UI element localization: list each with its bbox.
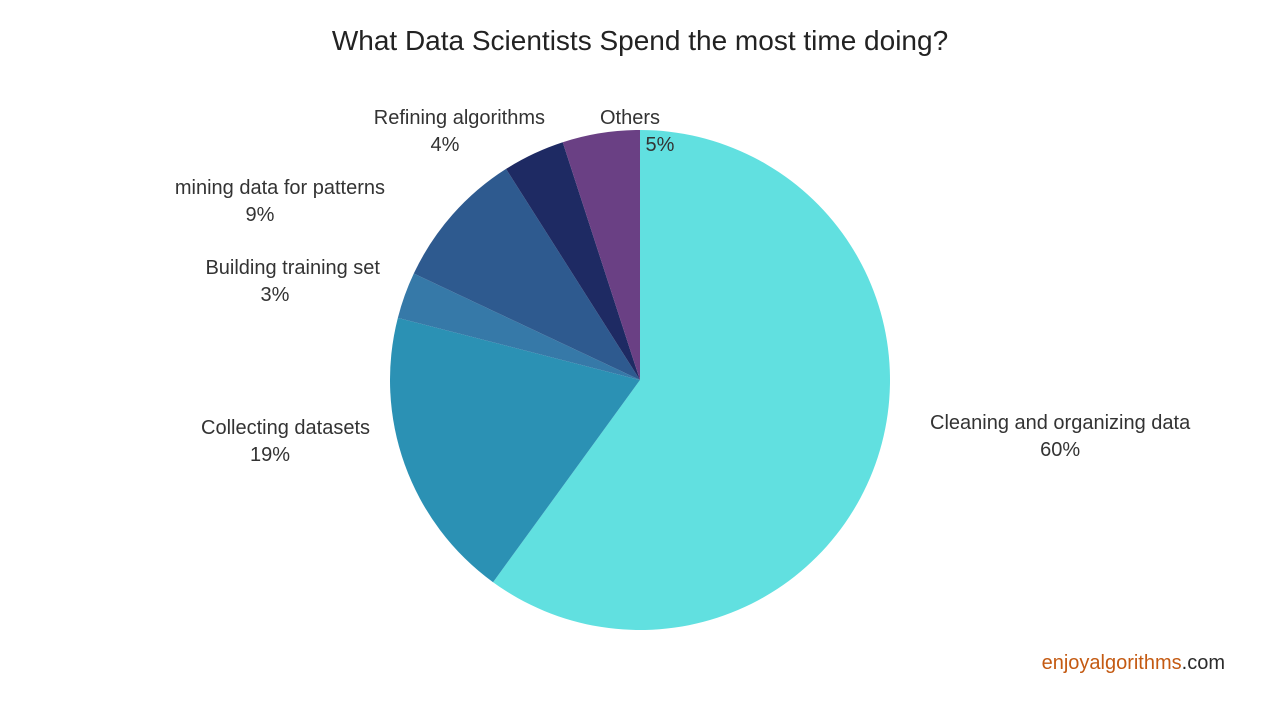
slice-label: Refining algorithms 4% — [345, 105, 545, 159]
slice-label-text: Cleaning and organizing data — [930, 412, 1190, 434]
slice-label: mining data for patterns 9% — [135, 175, 385, 229]
slice-label: Others 5% — [600, 105, 720, 159]
slice-label: Cleaning and organizing data 60% — [930, 410, 1190, 464]
slice-label-text: mining data for patterns — [175, 177, 385, 199]
slice-label-pct: 19% — [170, 442, 370, 469]
slice-label-pct: 3% — [170, 282, 380, 309]
slice-label-text: Collecting datasets — [201, 417, 370, 439]
attribution-text: enjoyalgorithms.com — [1042, 652, 1225, 675]
chart-container: What Data Scientists Spend the most time… — [0, 0, 1280, 720]
slice-label-text: Building training set — [205, 257, 380, 279]
attribution-brand: enjoyalgorithms — [1042, 652, 1182, 674]
slice-label-pct: 5% — [600, 132, 720, 159]
slice-label-pct: 4% — [345, 132, 545, 159]
slice-label-text: Others — [600, 107, 660, 129]
slice-label-text: Refining algorithms — [374, 107, 545, 129]
slice-label-pct: 9% — [135, 202, 385, 229]
attribution-suffix: .com — [1182, 652, 1225, 674]
slice-label: Collecting datasets 19% — [170, 415, 370, 469]
slice-label: Building training set 3% — [170, 255, 380, 309]
chart-title: What Data Scientists Spend the most time… — [0, 25, 1280, 57]
pie-chart-svg — [390, 130, 890, 630]
slice-label-pct: 60% — [930, 437, 1190, 464]
